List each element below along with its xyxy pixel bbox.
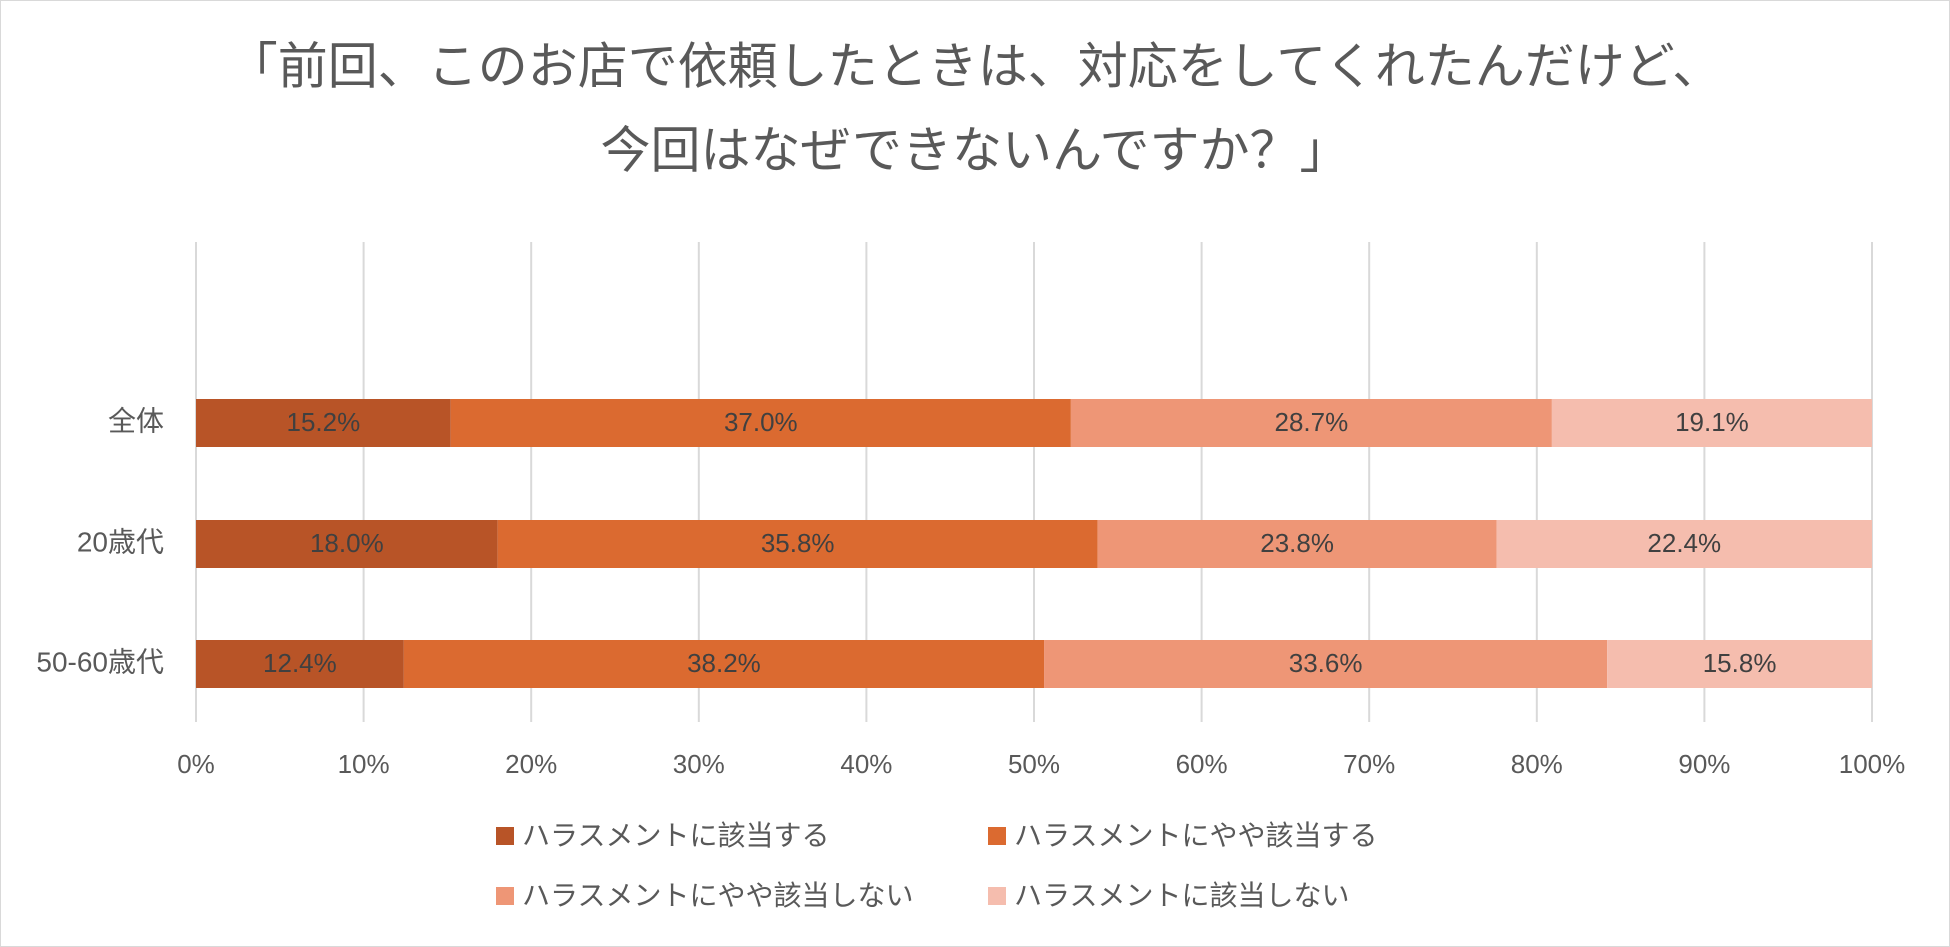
bar-segment-s2-c2 <box>497 520 1098 568</box>
bar-segment-s2-c1 <box>450 399 1071 447</box>
chart-title-line-1: 「前回、このお店で依頼したときは、対応をしてくれたんだけど、 <box>228 38 1723 96</box>
x-tick-label: 50% <box>1008 749 1060 779</box>
legend-label-1: ハラスメントに該当する <box>522 819 829 852</box>
data-label: 15.8% <box>1703 648 1777 678</box>
bar-segment-s3-c1 <box>1070 399 1552 447</box>
legend-label-2: ハラスメントにやや該当する <box>1014 819 1377 852</box>
data-label: 23.8% <box>1260 528 1334 558</box>
category-label: 50-60歳代 <box>36 646 164 677</box>
x-tick-label: 20% <box>505 749 557 779</box>
bar-segment-s1-c3 <box>196 640 404 688</box>
x-tick-label: 80% <box>1511 749 1563 779</box>
category-label: 20歳代 <box>77 526 164 557</box>
x-tick-label: 60% <box>1176 749 1228 779</box>
x-tick-label: 0% <box>177 749 215 779</box>
x-tick-label: 40% <box>840 749 892 779</box>
category-label: 全体 <box>108 405 164 436</box>
bar-segment-s4-c2 <box>1496 520 1872 568</box>
data-label: 18.0% <box>310 528 384 558</box>
bar-segment-s3-c2 <box>1097 520 1497 568</box>
data-label: 35.8% <box>761 528 835 558</box>
bar-segment-s4-c3 <box>1607 640 1872 688</box>
legend-swatch-2 <box>988 827 1006 845</box>
data-label: 22.4% <box>1647 528 1721 558</box>
x-tick-label: 100% <box>1839 749 1906 779</box>
data-label: 12.4% <box>263 648 337 678</box>
bar-segment-s1-c2 <box>196 520 498 568</box>
x-tick-label: 10% <box>338 749 390 779</box>
data-label: 28.7% <box>1275 407 1349 437</box>
bar-segment-s3-c3 <box>1044 640 1608 688</box>
data-label: 15.2% <box>287 407 361 437</box>
legend-label-4: ハラスメントに該当しない <box>1014 879 1349 912</box>
x-tick-label: 70% <box>1343 749 1395 779</box>
bar-segment-s4-c1 <box>1551 399 1872 447</box>
legend-swatch-4 <box>988 887 1006 905</box>
legend-swatch-3 <box>496 887 514 905</box>
data-label: 37.0% <box>724 407 798 437</box>
legend-swatch-1 <box>496 827 514 845</box>
bar-segment-s1-c1 <box>196 399 451 447</box>
data-label: 19.1% <box>1675 407 1749 437</box>
x-tick-label: 30% <box>673 749 725 779</box>
bar-segment-s2-c3 <box>403 640 1045 688</box>
data-label: 33.6% <box>1289 648 1363 678</box>
data-label: 38.2% <box>687 648 761 678</box>
legend-label-3: ハラスメントにやや該当しない <box>522 879 913 912</box>
x-tick-label: 90% <box>1678 749 1730 779</box>
chart-title-line-2: 今回はなぜできないんですか？」 <box>601 122 1350 180</box>
